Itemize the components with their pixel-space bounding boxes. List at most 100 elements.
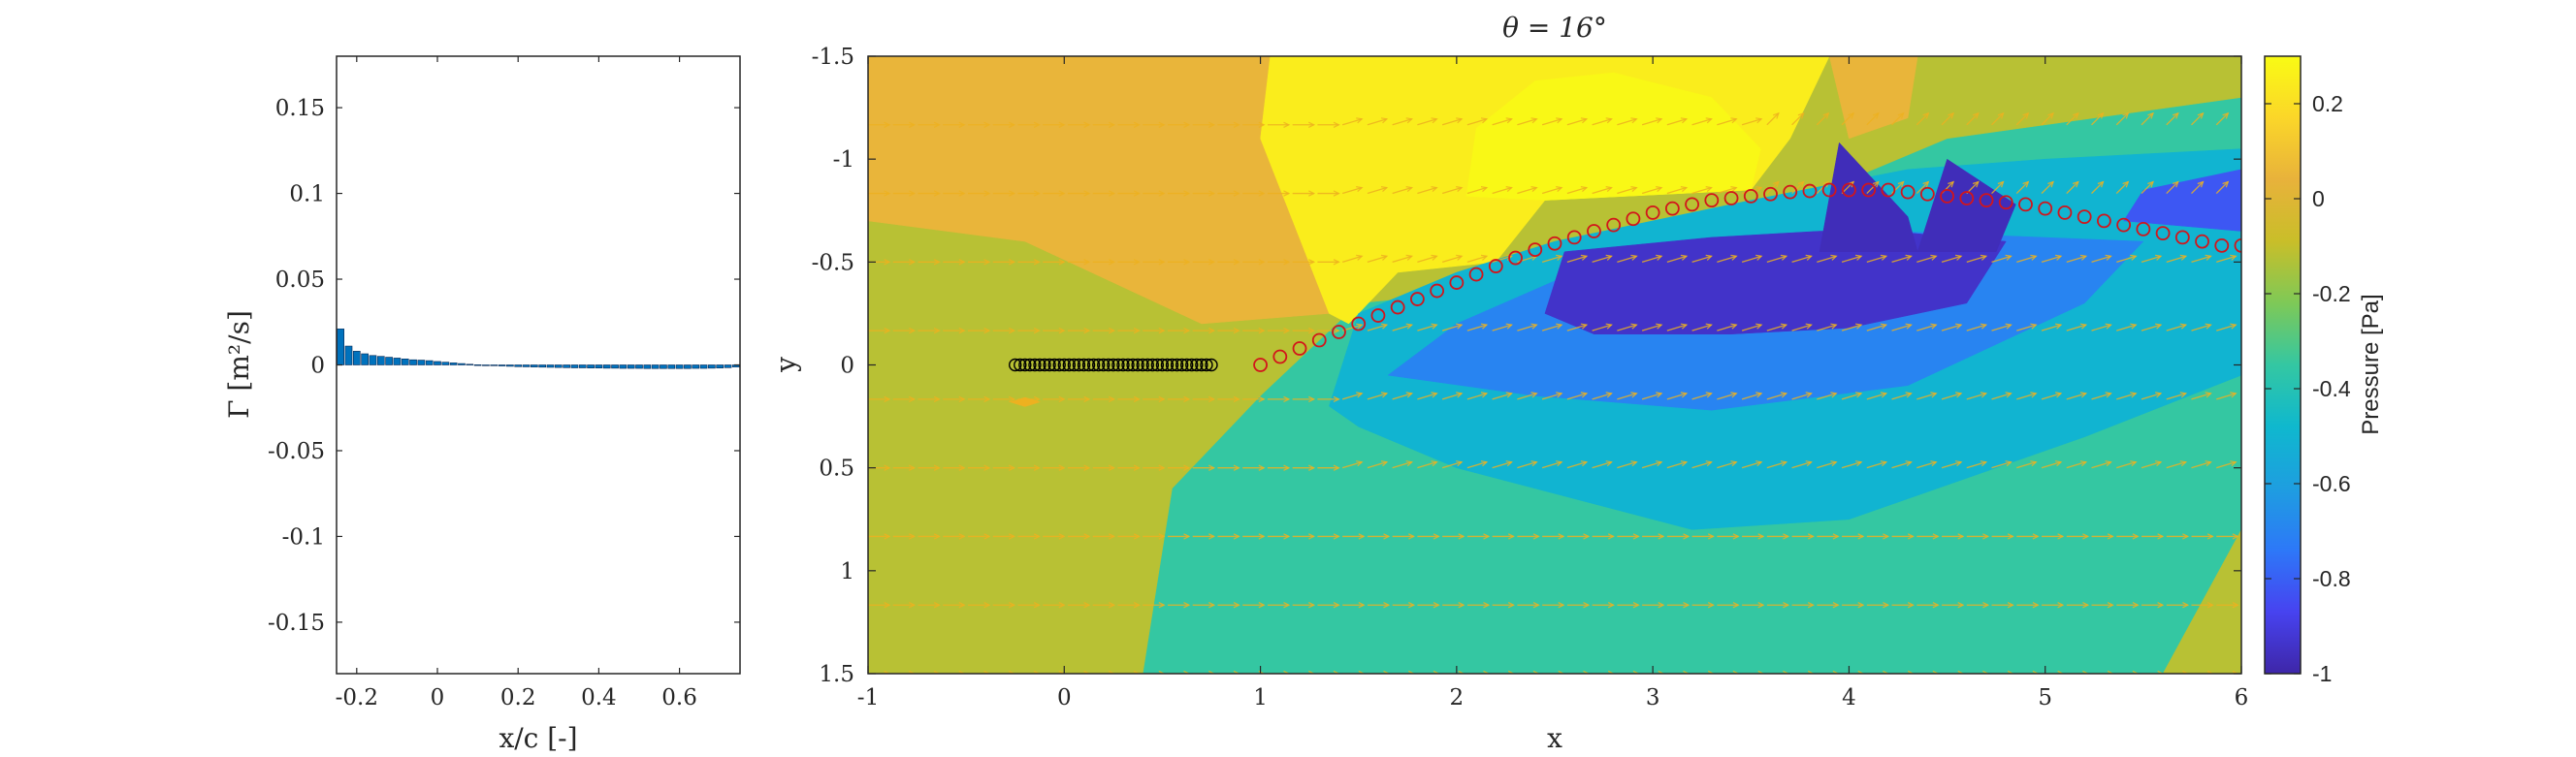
velocity-vector-head (1158, 533, 1166, 540)
velocity-vector-head (1034, 50, 1040, 55)
velocity-vector-head (1783, 50, 1788, 55)
colorbar-tick-label: 0.2 (2312, 91, 2343, 116)
velocity-vector (1641, 186, 1662, 195)
velocity-vector-head (1556, 392, 1563, 398)
velocity-vector-head (2182, 533, 2190, 540)
circulation-bar-chart: -0.2 0 0.2 0.4 0.6 0.15 0.1 0.05 0 -0.05 -0.1 -0.1… (223, 55, 741, 754)
velocity-vector (1941, 112, 1954, 126)
velocity-vector-head (2057, 670, 2065, 674)
velocity-vector (1492, 393, 1512, 400)
velocity-vector (1941, 461, 1962, 469)
velocity-vector-head (933, 533, 941, 540)
bar-y-ticks: 0.15 0.1 0.05 0 -0.05 -0.1 -0.15 (268, 96, 740, 636)
velocity-vector-head (1658, 602, 1665, 609)
velocity-vector-head (1532, 533, 1540, 540)
velocity-vector-head (884, 121, 891, 128)
velocity-vector (1891, 112, 1905, 126)
velocity-vector (1691, 324, 1712, 331)
velocity-vector-head (2155, 323, 2163, 330)
bar-y-tick-label: 0.15 (275, 96, 325, 121)
plate-marker (1023, 358, 1037, 372)
velocity-vector-head (1955, 254, 1963, 261)
velocity-vector-head (1680, 117, 1689, 124)
velocity-vector-head (1408, 533, 1416, 540)
contour-x-tick-label: -1 (857, 685, 879, 710)
velocity-vector-head (1730, 323, 1738, 330)
velocity-vector-head (1807, 670, 1815, 674)
velocity-vector-head (2005, 460, 2012, 467)
plate-marker (1057, 358, 1071, 372)
velocity-vector (1641, 255, 1662, 263)
velocity-vector-head (1356, 117, 1364, 124)
plate-marker (1072, 358, 1086, 372)
plate-marker (1043, 358, 1056, 372)
velocity-vector-head (2082, 602, 2090, 609)
wake-marker (1587, 224, 1601, 238)
velocity-vector-head (2230, 392, 2238, 398)
velocity-vector (1617, 255, 1637, 263)
velocity-vector (1916, 255, 1937, 263)
velocity-vector-head (1683, 50, 1689, 55)
velocity-vector-head (1083, 670, 1091, 674)
velocity-vector (1866, 255, 1887, 263)
velocity-vector (1966, 393, 1986, 400)
velocity-vector-head (1483, 50, 1489, 55)
velocity-vectors (868, 50, 2241, 674)
velocity-vector (1966, 112, 1980, 126)
plate-marker (1014, 358, 1027, 372)
velocity-vector (1367, 324, 1388, 331)
velocity-vector-head (1308, 50, 1314, 55)
velocity-vector-head (1356, 254, 1364, 261)
velocity-vector-head (2157, 670, 2165, 674)
velocity-vector-head (2057, 602, 2065, 609)
wake-marker (1311, 332, 1327, 348)
velocity-vector-head (1233, 533, 1240, 540)
velocity-vector-head (1997, 111, 2005, 119)
contour-x-ticks: -1 0 1 2 3 4 5 6 (857, 56, 2248, 710)
velocity-vector-head (1383, 602, 1391, 609)
wake-marker (1802, 183, 1818, 199)
velocity-vector (2091, 461, 2111, 469)
velocity-vector-head (1957, 602, 1965, 609)
velocity-vector-head (1805, 254, 1813, 261)
velocity-vector-head (1530, 392, 1538, 398)
velocity-vector (2240, 330, 2241, 331)
velocity-vector (1341, 393, 1363, 400)
velocity-vector-head (1558, 50, 1563, 55)
velocity-vector-head (1530, 117, 1538, 124)
velocity-vector-head (1732, 670, 1740, 674)
wake-marker (2077, 209, 2092, 225)
velocity-vector-head (909, 121, 917, 128)
velocity-vector-head (933, 190, 941, 197)
velocity-vector (1392, 393, 1412, 400)
velocity-vector (2066, 181, 2079, 195)
velocity-vector-head (1997, 180, 2005, 188)
velocity-vector-head (1109, 121, 1116, 128)
velocity-vector (1717, 324, 1737, 331)
circulation-bar (602, 364, 611, 369)
velocity-vector (1617, 461, 1637, 469)
velocity-vector (1492, 186, 1512, 195)
circulation-bar (554, 364, 563, 368)
velocity-vector-head (1580, 254, 1589, 261)
velocity-vector-head (2107, 670, 2114, 674)
contour-title: θ = 16° (1502, 12, 1607, 44)
contour-y-ticks: -1.5 -1 -0.5 0 0.5 1 1.5 (812, 45, 2241, 687)
velocity-vector-head (1083, 395, 1091, 403)
velocity-vector-head (2047, 111, 2054, 119)
velocity-vector (1941, 324, 1962, 331)
velocity-vector-head (2233, 50, 2238, 55)
velocity-vector-head (933, 670, 941, 674)
velocity-vector-head (2172, 180, 2179, 188)
velocity-vector-head (2030, 460, 2038, 467)
velocity-vector-head (1033, 533, 1041, 540)
velocity-vector (1592, 118, 1612, 126)
velocity-vector (2166, 181, 2179, 195)
velocity-vector-head (958, 121, 966, 128)
circulation-bar (498, 364, 506, 366)
velocity-vector-head (1283, 327, 1291, 334)
circulation-bar (651, 364, 660, 369)
velocity-vector (1492, 118, 1512, 126)
velocity-vector-head (1783, 533, 1790, 540)
